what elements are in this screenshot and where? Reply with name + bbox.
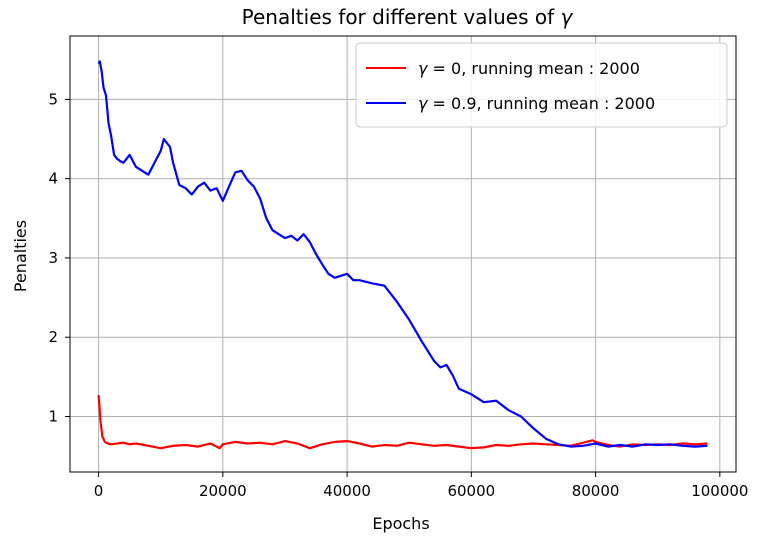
x-tick-label: 0 <box>94 482 104 500</box>
y-tick-label: 3 <box>48 249 58 267</box>
plot-frame <box>69 35 737 473</box>
x-tick-label: 100000 <box>691 482 748 500</box>
series-line-gamma-0 <box>97 395 708 450</box>
chart-title-gamma-symbol: γ <box>560 5 573 29</box>
legend-label-gamma-0-9: γ = 0.9, running mean : 2000 <box>418 94 655 113</box>
legend-gamma-symbol: γ <box>418 94 429 113</box>
legend-label-text: = 0, running mean : 2000 <box>427 59 639 78</box>
series-line-gamma-0-9 <box>97 60 708 448</box>
x-tick-label: 80000 <box>572 482 620 500</box>
legend-label-gamma-0: γ = 0, running mean : 2000 <box>418 59 640 78</box>
legend-box <box>355 42 728 128</box>
legend-gamma-symbol: γ <box>418 59 429 78</box>
y-tick-label: 2 <box>48 328 58 346</box>
x-tick-label: 20000 <box>199 482 247 500</box>
legend: γ = 0, running mean : 2000 γ = 0.9, runn… <box>355 42 728 128</box>
chart-title-text: Penalties for different values of <box>242 5 561 29</box>
x-axis-ticks: 0 20000 40000 60000 80000 100000 <box>94 472 748 500</box>
y-axis-ticks: 1 2 3 4 5 <box>48 90 70 426</box>
x-tick-label: 60000 <box>447 482 495 500</box>
y-axis-label: Penalties <box>11 220 30 292</box>
series-lines <box>97 60 708 450</box>
legend-label-text: = 0.9, running mean : 2000 <box>427 94 655 113</box>
y-tick-label: 1 <box>48 408 58 426</box>
y-tick-label: 5 <box>48 90 58 108</box>
x-axis-label: Epochs <box>372 514 429 533</box>
y-tick-label: 4 <box>48 170 58 188</box>
chart-title: Penalties for different values of γ <box>242 5 574 29</box>
x-tick-label: 40000 <box>323 482 371 500</box>
